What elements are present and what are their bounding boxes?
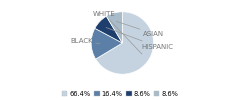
Wedge shape (95, 16, 122, 43)
Wedge shape (91, 28, 122, 59)
Wedge shape (106, 12, 122, 43)
Text: HISPANIC: HISPANIC (106, 28, 174, 50)
Text: WHITE: WHITE (93, 11, 142, 54)
Text: BLACK: BLACK (70, 38, 100, 44)
Wedge shape (96, 12, 154, 74)
Text: ASIAN: ASIAN (116, 21, 164, 37)
Legend: 66.4%, 16.4%, 8.6%, 8.6%: 66.4%, 16.4%, 8.6%, 8.6% (62, 91, 178, 97)
